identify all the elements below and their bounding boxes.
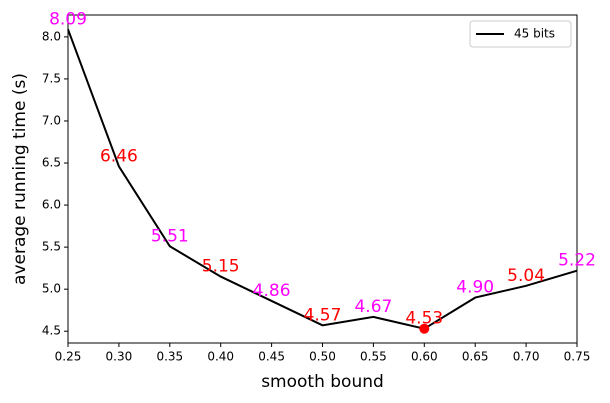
y-tick-label: 6.5 bbox=[42, 156, 61, 170]
y-axis-label: average running time (s) bbox=[10, 73, 30, 285]
x-tick-label: 0.35 bbox=[156, 350, 183, 364]
x-tick-label: 0.50 bbox=[309, 350, 336, 364]
data-label: 4.57 bbox=[304, 305, 342, 325]
data-label: 6.46 bbox=[100, 146, 138, 166]
x-tick-label: 0.70 bbox=[513, 350, 540, 364]
y-tick-label: 5.5 bbox=[42, 240, 61, 254]
x-tick-label: 0.65 bbox=[462, 350, 489, 364]
x-axis-label: smooth bound bbox=[261, 372, 384, 392]
x-tick-label: 0.40 bbox=[207, 350, 234, 364]
data-label: 5.51 bbox=[151, 226, 189, 246]
y-tick-label: 7.5 bbox=[42, 71, 61, 85]
x-tick-label: 0.55 bbox=[360, 350, 387, 364]
data-label: 4.86 bbox=[253, 281, 291, 301]
data-label: 8.09 bbox=[49, 9, 87, 29]
highlight-point bbox=[419, 323, 430, 334]
y-tick-label: 4.5 bbox=[42, 324, 61, 338]
x-tick-label: 0.25 bbox=[55, 350, 82, 364]
y-tick-label: 5.0 bbox=[42, 282, 61, 296]
data-label: 4.90 bbox=[456, 278, 494, 298]
y-tick-label: 8.0 bbox=[42, 29, 61, 43]
data-label: 5.22 bbox=[558, 251, 596, 271]
plot-frame bbox=[67, 14, 578, 344]
x-tick-label: 0.75 bbox=[564, 350, 591, 364]
y-tick-label: 6.0 bbox=[42, 198, 61, 212]
y-tick-label: 7.0 bbox=[42, 113, 61, 127]
line bbox=[67, 28, 578, 330]
data-label: 4.53 bbox=[405, 309, 443, 329]
legend-label: 45 bits bbox=[514, 27, 555, 41]
x-tick-label: 0.45 bbox=[258, 350, 285, 364]
data-label: 4.67 bbox=[354, 297, 392, 317]
legend-box bbox=[469, 20, 572, 48]
data-label: 5.15 bbox=[202, 257, 240, 277]
legend: 45 bits bbox=[469, 20, 572, 48]
x-tick-label: 0.60 bbox=[411, 350, 438, 364]
x-tick-label: 0.30 bbox=[106, 350, 133, 364]
data-label: 5.04 bbox=[507, 266, 545, 286]
